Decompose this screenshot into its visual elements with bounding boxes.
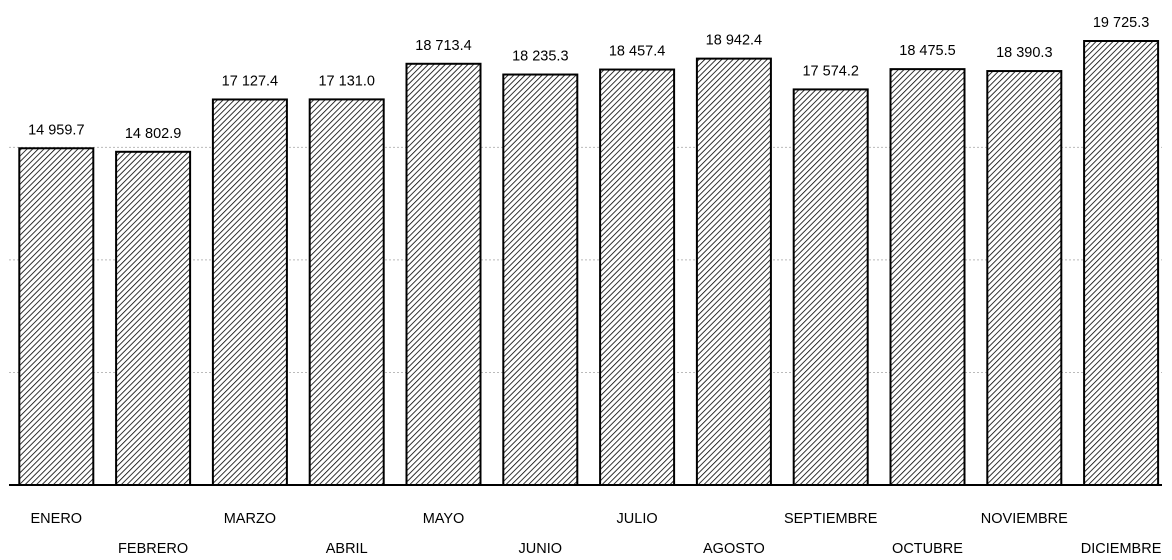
category-label-septiembre: SEPTIEMBRE [784, 511, 878, 527]
category-label-febrero: FEBRERO [118, 541, 188, 557]
value-label-diciembre: 19 725.3 [1093, 15, 1149, 31]
value-label-enero: 14 959.7 [28, 122, 84, 138]
category-label-noviembre: NOVIEMBRE [981, 511, 1068, 527]
bar-febrero [115, 150, 192, 486]
bar-diciembre [1083, 40, 1160, 486]
bar-julio [599, 68, 676, 486]
value-label-julio: 18 457.4 [609, 44, 665, 60]
gridlines [9, 146, 1162, 373]
value-label-abril: 17 131.0 [318, 73, 374, 89]
value-label-septiembre: 17 574.2 [802, 63, 858, 79]
value-label-junio: 18 235.3 [512, 49, 568, 65]
bar-agosto [695, 57, 772, 486]
bar-junio [502, 73, 579, 486]
value-label-febrero: 14 802.9 [125, 126, 181, 142]
value-label-agosto: 18 942.4 [706, 33, 762, 49]
category-label-junio: JUNIO [519, 541, 563, 557]
category-label-mayo: MAYO [423, 511, 465, 527]
bar-noviembre [986, 70, 1063, 486]
category-label-agosto: AGOSTO [703, 541, 765, 557]
value-labels: 14 959.7 14 802.9 17 127.4 17 131.0 18 713.4… [28, 15, 1149, 142]
category-label-diciembre: DICIEMBRE [1081, 541, 1162, 557]
bar-mayo [405, 62, 482, 487]
bars [18, 40, 1160, 487]
category-label-enero: ENERO [31, 511, 83, 527]
bar-septiembre [792, 88, 869, 486]
category-label-abril: ABRIL [326, 541, 368, 557]
bar-enero [18, 147, 95, 486]
category-labels: ENERO FEBRERO MARZO ABRIL MAYO JUNIO JULIO AGOS… [31, 511, 1162, 557]
bar-abril [308, 98, 385, 487]
category-label-julio: JULIO [617, 511, 658, 527]
value-label-marzo: 17 127.4 [222, 73, 278, 89]
category-label-marzo: MARZO [224, 511, 276, 527]
bar-octubre [889, 68, 966, 486]
value-label-noviembre: 18 390.3 [996, 45, 1052, 61]
bar-marzo [211, 98, 288, 486]
value-label-octubre: 18 475.5 [899, 43, 955, 59]
value-label-mayo: 18 713.4 [415, 38, 471, 54]
category-label-octubre: OCTUBRE [892, 541, 963, 557]
